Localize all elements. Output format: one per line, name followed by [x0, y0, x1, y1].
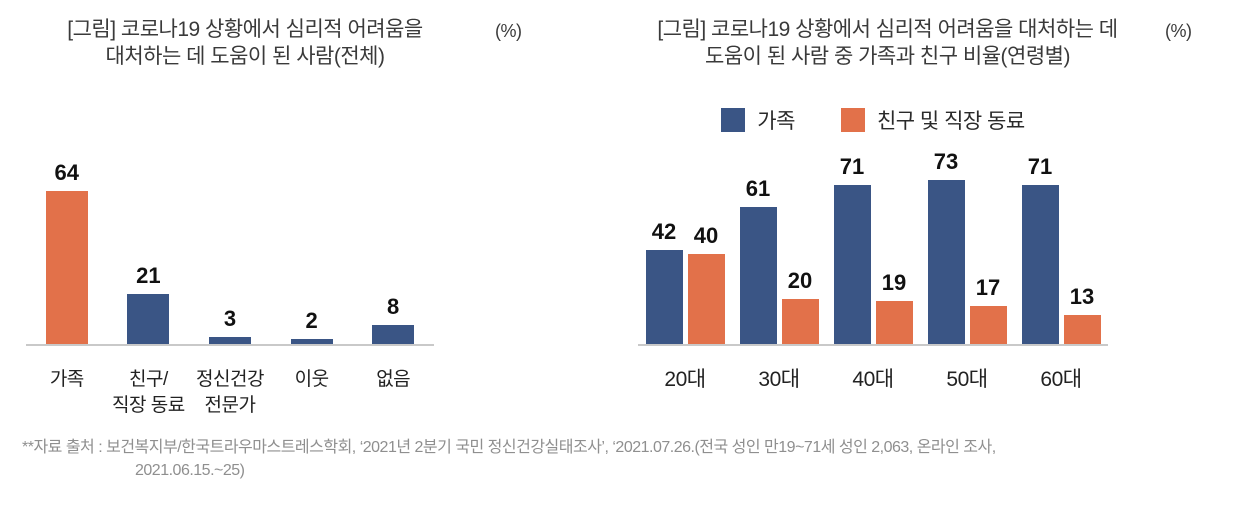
legend-item-family: 가족 [721, 105, 795, 135]
left-category-label-3: 이웃 [294, 369, 329, 390]
right-bar-2-1 [875, 301, 913, 344]
right-chart-plot-area: 42 40 61 20 71 19 73 17 71 13 [638, 140, 1108, 346]
left-chart-plot-area: 64 21 3 2 8 [26, 140, 434, 346]
right-category-label-0: 20대 [664, 368, 706, 391]
left-bar-col-2: 3 [189, 307, 271, 344]
right-bar-1-0 [739, 207, 777, 344]
right-bar-col-4-1: 13 [1063, 284, 1101, 344]
right-bar-value-3-1: 17 [975, 275, 1001, 300]
right-bar-1-1 [781, 299, 819, 344]
right-category-label-1: 30대 [758, 368, 800, 391]
right-bar-value-2-0: 71 [839, 154, 865, 179]
right-bar-3-1 [969, 306, 1007, 344]
left-bar-col-0: 64 [26, 161, 108, 344]
left-chart-bars: 64 21 3 2 8 [26, 140, 434, 344]
left-bar-value-1: 21 [136, 263, 161, 288]
right-bar-group-4: 71 13 [1014, 155, 1108, 344]
right-bar-col-1-0: 61 [739, 176, 777, 344]
right-chart-bars: 42 40 61 20 71 19 73 17 71 13 [638, 140, 1108, 344]
right-bar-group-3: 73 17 [920, 150, 1014, 344]
source-note-line2: 2021.06.15.~25) [135, 462, 245, 479]
left-category-label-4: 없음 [376, 369, 411, 390]
right-chart-title-line2: 도움이 된 사람 중 가족과 친구 비율(연령별) [705, 45, 1070, 68]
right-bar-col-2-0: 71 [833, 154, 871, 344]
legend-swatch-family [721, 108, 746, 132]
right-bar-value-1-1: 20 [787, 268, 813, 293]
legend-item-friend: 친구 및 직장 동료 [840, 105, 1025, 135]
right-bar-col-3-0: 73 [927, 149, 965, 344]
left-chart-unit-label: (%) [495, 21, 522, 41]
left-chart-title-line2: 대처하는 데 도움이 된 사람(전체) [105, 45, 385, 68]
left-bar-value-3: 2 [305, 308, 318, 333]
right-bar-0-1 [687, 254, 725, 344]
legend-label-friend: 친구 및 직장 동료 [876, 110, 1025, 133]
right-bar-value-3-0: 73 [933, 149, 959, 174]
right-bar-col-1-1: 20 [781, 268, 819, 344]
left-chart-title-line1: [그림] 코로나19 상황에서 심리적 어려움을 [67, 18, 423, 41]
right-chart-category-axis: 20대 30대 40대 50대 60대 [638, 367, 1108, 393]
left-bar-col-1: 21 [108, 264, 190, 344]
right-bar-4-0 [1021, 185, 1059, 344]
left-bar-0 [45, 191, 88, 344]
source-note-line1: **자료 출처 : 보건복지부/한국트라우마스트레스학회, ‘2021년 2분기… [22, 439, 996, 456]
right-bar-3-0 [927, 180, 965, 344]
right-bar-value-4-1: 13 [1069, 284, 1095, 309]
right-bar-group-1: 61 20 [732, 177, 826, 344]
right-bar-group-0: 42 40 [638, 220, 732, 344]
right-bar-value-2-1: 19 [881, 270, 907, 295]
legend-swatch-friend [840, 108, 865, 132]
left-category-label-2: 정신건강 전문가 [196, 369, 264, 416]
right-bar-col-2-1: 19 [875, 270, 913, 344]
left-bar-4 [372, 325, 415, 344]
right-bar-value-0-0: 42 [651, 219, 677, 244]
right-chart-legend: 가족 친구 및 직장 동료 [615, 104, 1131, 136]
right-category-label-2: 40대 [852, 368, 894, 391]
right-chart-title: [그림] 코로나19 상황에서 심리적 어려움을 대처하는 데 도움이 된 사람… [615, 16, 1160, 70]
right-bar-4-1 [1063, 315, 1101, 344]
right-category-label-4: 60대 [1040, 368, 1082, 391]
left-bar-value-2: 3 [223, 306, 237, 331]
right-chart-title-line1: [그림] 코로나19 상황에서 심리적 어려움을 대처하는 데 [657, 18, 1118, 41]
right-chart-unit-label: (%) [1165, 21, 1192, 41]
right-bar-value-1-0: 61 [745, 176, 771, 201]
right-bar-col-0-0: 42 [645, 219, 683, 344]
right-bar-col-4-0: 71 [1021, 154, 1059, 344]
left-chart-title: [그림] 코로나19 상황에서 심리적 어려움을 대처하는 데 도움이 된 사람… [20, 16, 470, 70]
right-bar-value-4-0: 71 [1027, 154, 1053, 179]
left-bar-col-3: 2 [271, 309, 353, 344]
right-bar-value-0-1: 40 [693, 223, 719, 248]
right-bar-0-0 [645, 250, 683, 344]
left-bar-col-4: 8 [352, 295, 434, 344]
left-bar-value-0: 64 [54, 160, 80, 185]
right-category-label-3: 50대 [946, 368, 988, 391]
source-note: **자료 출처 : 보건복지부/한국트라우마스트레스학회, ‘2021년 2분기… [22, 436, 1237, 482]
left-chart-category-axis: 가족 친구/직장 동료 정신건강 전문가 이웃 없음 [26, 367, 434, 419]
right-bar-col-3-1: 17 [969, 275, 1007, 344]
left-bar-3 [290, 339, 333, 344]
left-category-label-1: 친구/직장 동료 [112, 369, 185, 416]
left-bar-2 [208, 337, 251, 344]
right-bar-group-2: 71 19 [826, 155, 920, 344]
left-category-label-0: 가족 [49, 369, 84, 390]
right-bar-2-0 [833, 185, 871, 344]
left-bar-value-4: 8 [387, 294, 400, 319]
right-bar-col-0-1: 40 [687, 223, 725, 344]
left-bar-1 [127, 294, 170, 344]
legend-label-family: 가족 [757, 110, 795, 133]
